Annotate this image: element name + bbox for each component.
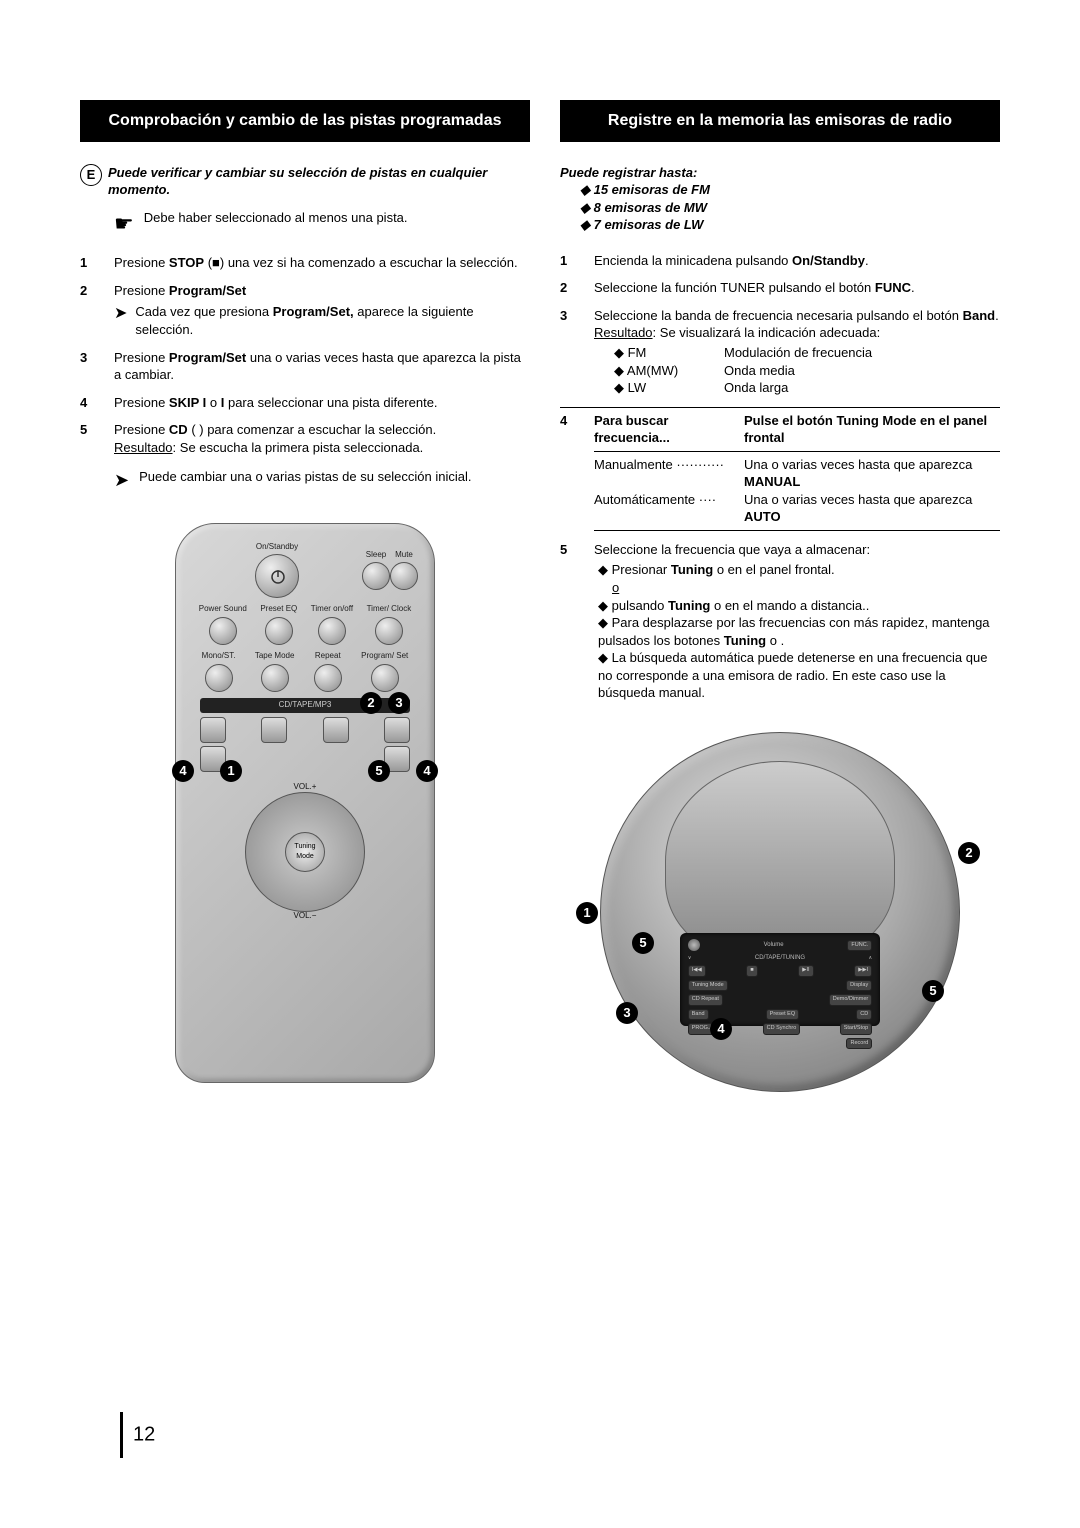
remote-forward-button[interactable] [384,717,410,743]
stereo-diagram: Volume FUNC. ∨ CD/TAPE/TUNING ∧ I◀◀ ■ ▶I… [560,732,1000,1092]
badge-4: 4 [172,760,194,782]
stereo-lid [665,761,894,961]
stereo-cd[interactable]: CD [856,1009,872,1020]
remote-tape-mode-button[interactable] [261,664,289,692]
stereo-start-stop[interactable]: Start/Stop [840,1023,872,1034]
left-note: ☛ Debe haber seleccionado al menos una p… [80,209,530,239]
right-column: Registre en la memoria las emisoras de r… [560,100,1000,1092]
remote-repeat-button[interactable] [314,664,342,692]
right-step-4: 4 Para buscar frecuencia... Pulse el bot… [560,407,1000,531]
remote-power-sound-button[interactable] [209,617,237,645]
badge-2: 2 [360,692,382,714]
badge-5: 5 [368,760,390,782]
remote-mute-button[interactable] [390,562,418,590]
right-step-2: 2 Seleccione la función TUNER pulsando e… [560,279,1000,297]
stereo-badge-1: 1 [576,902,598,924]
stereo-func-button[interactable]: FUNC. [847,940,872,951]
left-step-1: 1 Presione STOP (■) una vez si ha comenz… [80,254,530,272]
left-column: Comprobación y cambio de las pistas prog… [80,100,530,1092]
remote-program-set-button[interactable] [371,664,399,692]
right-step-5: 5 Seleccione la frecuencia que vaya a al… [560,541,1000,702]
stereo-band[interactable]: Band [688,1009,709,1020]
page-number: 12 [120,1412,155,1458]
left-header: Comprobación y cambio de las pistas prog… [80,100,530,142]
stereo-play[interactable]: ▶II [798,965,813,976]
stereo-skip-fwd[interactable]: ▶▶I [854,965,872,976]
stereo-cd-synchro[interactable]: CD Synchro [763,1023,801,1034]
remote-control: On/Standby Sleep Mute Power Sound Preset… [175,523,435,1083]
left-intro: E Puede verificar y cambiar su selección… [80,164,530,199]
stereo-tuning-mode[interactable]: Tuning Mode [688,980,728,991]
arrow-icon: ➤ [114,303,127,325]
remote-play-pause-button[interactable] [323,717,349,743]
e-marker: E [80,164,102,186]
remote-dpad[interactable]: VOL.+ VOL.− Tuning Mode [245,792,365,912]
remote-tuning-mode-button[interactable]: Tuning Mode [285,832,325,872]
right-intro: Puede registrar hasta: 15 emisoras de FM… [560,164,1000,234]
left-step-5: 5 Presione CD ( ) para comenzar a escuch… [80,421,530,456]
pointer-icon: ☛ [114,209,134,239]
right-step-3: 3 Seleccione la banda de frecuencia nece… [560,307,1000,397]
right-header: Registre en la memoria las emisoras de r… [560,100,1000,142]
arrow-icon: ➤ [114,468,129,492]
stereo-display[interactable]: Display [846,980,872,991]
left-step-3: 3 Presione Program/Set una o varias vece… [80,349,530,384]
badge-1: 1 [220,760,242,782]
remote-rewind-button[interactable] [200,717,226,743]
stereo-badge-5b: 5 [922,980,944,1002]
remote-timer-onoff-button[interactable] [318,617,346,645]
remote-on-standby-button[interactable] [255,554,299,598]
left-step-2: 2 Presione Program/Set ➤ Cada vez que pr… [80,282,530,339]
remote-stop-button[interactable] [261,717,287,743]
left-bottom-note: ➤ Puede cambiar una o varias pistas de s… [80,468,530,492]
stereo-skip-back[interactable]: I◀◀ [688,965,706,976]
stereo-badge-2: 2 [958,842,980,864]
stereo-badge-4: 4 [710,1018,732,1040]
stereo-preset-eq[interactable]: Preset EQ [766,1009,799,1020]
stereo-panel: Volume FUNC. ∨ CD/TAPE/TUNING ∧ I◀◀ ■ ▶I… [680,933,880,1026]
stereo-demo-dim[interactable]: Demo/Dimmer [829,994,872,1005]
badge-4b: 4 [416,760,438,782]
stereo-badge-5a: 5 [632,932,654,954]
left-step-4: 4 Presione SKIP I o I para seleccionar u… [80,394,530,412]
remote-timer-clock-button[interactable] [375,617,403,645]
stereo-record[interactable]: Record [846,1038,872,1049]
remote-preset-eq-button[interactable] [265,617,293,645]
remote-mono-st-button[interactable] [205,664,233,692]
badge-3: 3 [388,692,410,714]
right-step-1: 1 Encienda la minicadena pulsando On/Sta… [560,252,1000,270]
stereo-badge-3: 3 [616,1002,638,1024]
stereo-power-knob[interactable] [688,939,700,951]
stereo-cd-repeat[interactable]: CD Repeat [688,994,723,1005]
remote-sleep-button[interactable] [362,562,390,590]
stereo-stop[interactable]: ■ [746,965,757,976]
